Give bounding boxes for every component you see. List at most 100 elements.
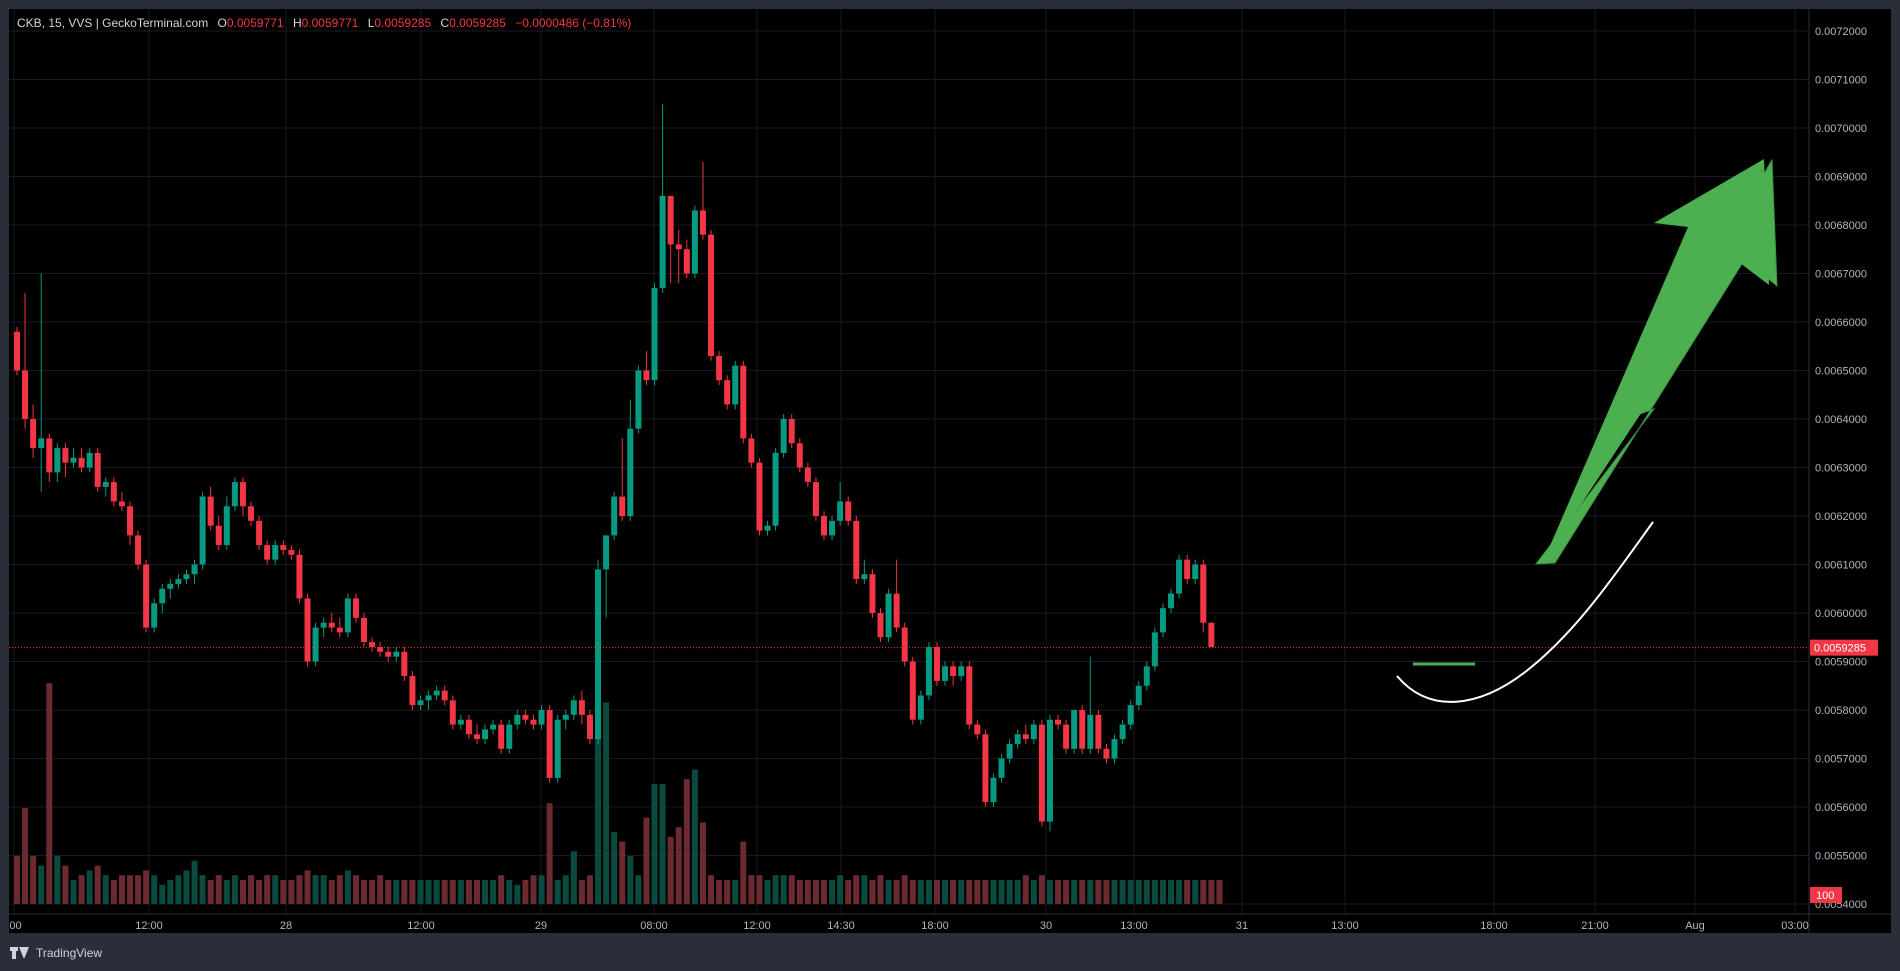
- candle-body: [199, 496, 206, 565]
- candle: [191, 559, 198, 584]
- candle: [804, 462, 811, 487]
- candle: [78, 448, 85, 473]
- volume-bar: [215, 875, 222, 904]
- y-tick-label: 0.0057000: [1815, 754, 1867, 766]
- candle: [151, 598, 158, 633]
- candle: [143, 559, 150, 633]
- candle-body: [417, 700, 424, 706]
- x-tick-label: 12:00: [743, 920, 771, 932]
- y-tick-label: 0.0059000: [1815, 657, 1867, 669]
- volume-bar: [86, 870, 93, 904]
- candle-body: [433, 690, 440, 696]
- volume-bar: [70, 880, 77, 904]
- candle-body: [449, 700, 456, 725]
- volume-bar: [288, 880, 295, 904]
- open-value: 0.0059771: [226, 16, 284, 30]
- candle-body: [925, 646, 932, 696]
- volume-bar: [223, 880, 230, 904]
- volume-bar: [167, 880, 174, 904]
- volume-bar: [893, 880, 900, 904]
- candle-body: [619, 496, 626, 516]
- candle: [1095, 710, 1102, 754]
- candle: [46, 433, 53, 483]
- candle: [812, 477, 819, 521]
- chart-canvas[interactable]: 0.0072000 0.0071000 0.0070000 0.0069000 0.00…: [9, 9, 1891, 933]
- volume-bar: [377, 875, 384, 904]
- candle-body: [272, 545, 279, 560]
- candle-body: [126, 506, 133, 536]
- candle-body: [570, 700, 577, 715]
- volume-bar: [675, 827, 682, 904]
- candle: [732, 360, 739, 410]
- volume-bar: [522, 880, 529, 904]
- candle-body: [1014, 734, 1021, 744]
- candle: [691, 205, 698, 279]
- volume-bar: [38, 865, 45, 904]
- candle-body: [756, 462, 763, 531]
- volume-bar: [1216, 880, 1223, 904]
- candle-body: [1151, 632, 1158, 667]
- candle: [102, 477, 109, 497]
- candle-body: [740, 365, 747, 439]
- candle-body: [1071, 710, 1078, 749]
- candle-body: [425, 695, 432, 701]
- symbol-info[interactable]: CKB, 15, VVS | GeckoTerminal.com: [17, 16, 209, 30]
- y-tick-label: 0.0064000: [1815, 414, 1867, 426]
- candle-body: [1200, 564, 1207, 623]
- x-tick-label: 13:00: [1120, 920, 1148, 932]
- volume-bar: [627, 856, 634, 904]
- volume-bar: [837, 875, 844, 904]
- candle: [320, 617, 327, 638]
- volume-bar: [812, 880, 819, 904]
- volume-bar: [796, 880, 803, 904]
- volume-bar: [1168, 880, 1175, 904]
- candle-body: [1022, 734, 1029, 740]
- candle: [1087, 656, 1094, 754]
- candles: [14, 103, 1215, 832]
- candle: [958, 661, 965, 681]
- candle: [909, 656, 916, 725]
- volume-bar: [30, 856, 37, 904]
- candle-body: [1159, 608, 1166, 633]
- candle: [22, 292, 29, 429]
- candle: [1030, 719, 1037, 744]
- candle-body: [772, 452, 779, 526]
- candle: [619, 438, 626, 521]
- volume-bar: [942, 880, 949, 904]
- volume-bar: [490, 880, 497, 904]
- candle-body: [901, 627, 908, 662]
- volume-bar: [417, 880, 424, 904]
- projection-curve-drawing: [1396, 521, 1654, 703]
- volume-bar: [586, 875, 593, 904]
- candle: [328, 613, 335, 633]
- candle-body: [538, 710, 545, 725]
- candle: [522, 710, 529, 725]
- volume-bar: [659, 784, 666, 904]
- volume-bar: [643, 817, 650, 904]
- candle-body: [369, 642, 376, 647]
- candle-body: [990, 777, 997, 803]
- candle-body: [86, 452, 93, 468]
- chart-area[interactable]: 0.0072000 0.0071000 0.0070000 0.0069000 0.00…: [9, 9, 1891, 933]
- volume-bar: [595, 707, 602, 904]
- tradingview-brand[interactable]: TradingView: [36, 946, 103, 960]
- volume-bar: [861, 875, 868, 904]
- candle-body: [603, 535, 610, 570]
- candle: [369, 637, 376, 652]
- y-tick-label: 0.0072000: [1815, 26, 1867, 38]
- tradingview-logo-icon[interactable]: [10, 947, 30, 959]
- candle: [724, 375, 731, 410]
- y-tick-label: 0.0058000: [1815, 705, 1867, 717]
- legend-header: CKB, 15, VVS | GeckoTerminal.com O0.0059…: [17, 16, 631, 30]
- candle-body: [457, 719, 464, 725]
- candle-body: [62, 448, 69, 463]
- candle-body: [191, 564, 198, 575]
- candle-body: [409, 676, 416, 706]
- candle-body: [675, 244, 682, 250]
- volume-bar: [804, 880, 811, 904]
- y-tick-label: 0.0071000: [1815, 75, 1867, 87]
- candle: [465, 714, 472, 740]
- candle: [393, 646, 400, 662]
- volume-bar: [102, 875, 109, 904]
- candle-body: [683, 249, 690, 274]
